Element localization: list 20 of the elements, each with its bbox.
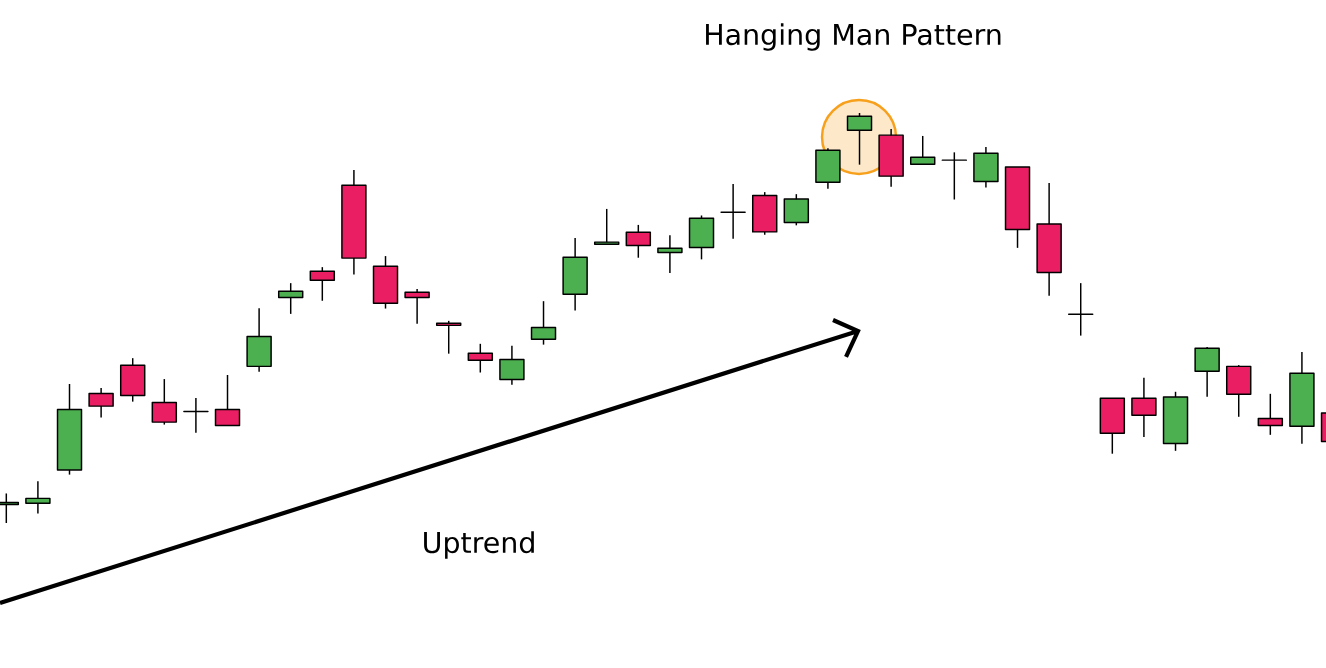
candlestick xyxy=(25,480,51,515)
candlestick xyxy=(499,345,525,386)
text: Hanging Man Pattern xyxy=(706,23,1001,51)
candlestick xyxy=(783,193,810,227)
candlestick xyxy=(88,387,114,419)
candlestick xyxy=(277,282,304,315)
candlestick xyxy=(309,266,336,302)
text: Uptrend xyxy=(424,531,534,559)
candlestick xyxy=(1131,377,1157,438)
candlestick xyxy=(151,378,178,426)
candlestick xyxy=(909,135,936,165)
candlestick xyxy=(530,300,557,346)
candlestick xyxy=(657,234,683,274)
candlestick xyxy=(1067,282,1094,337)
candlestick xyxy=(404,288,430,325)
candlestick xyxy=(720,183,746,240)
candlestick xyxy=(593,208,620,245)
candlestick xyxy=(941,151,968,201)
candlestick xyxy=(467,343,494,374)
candlestick xyxy=(183,397,209,434)
